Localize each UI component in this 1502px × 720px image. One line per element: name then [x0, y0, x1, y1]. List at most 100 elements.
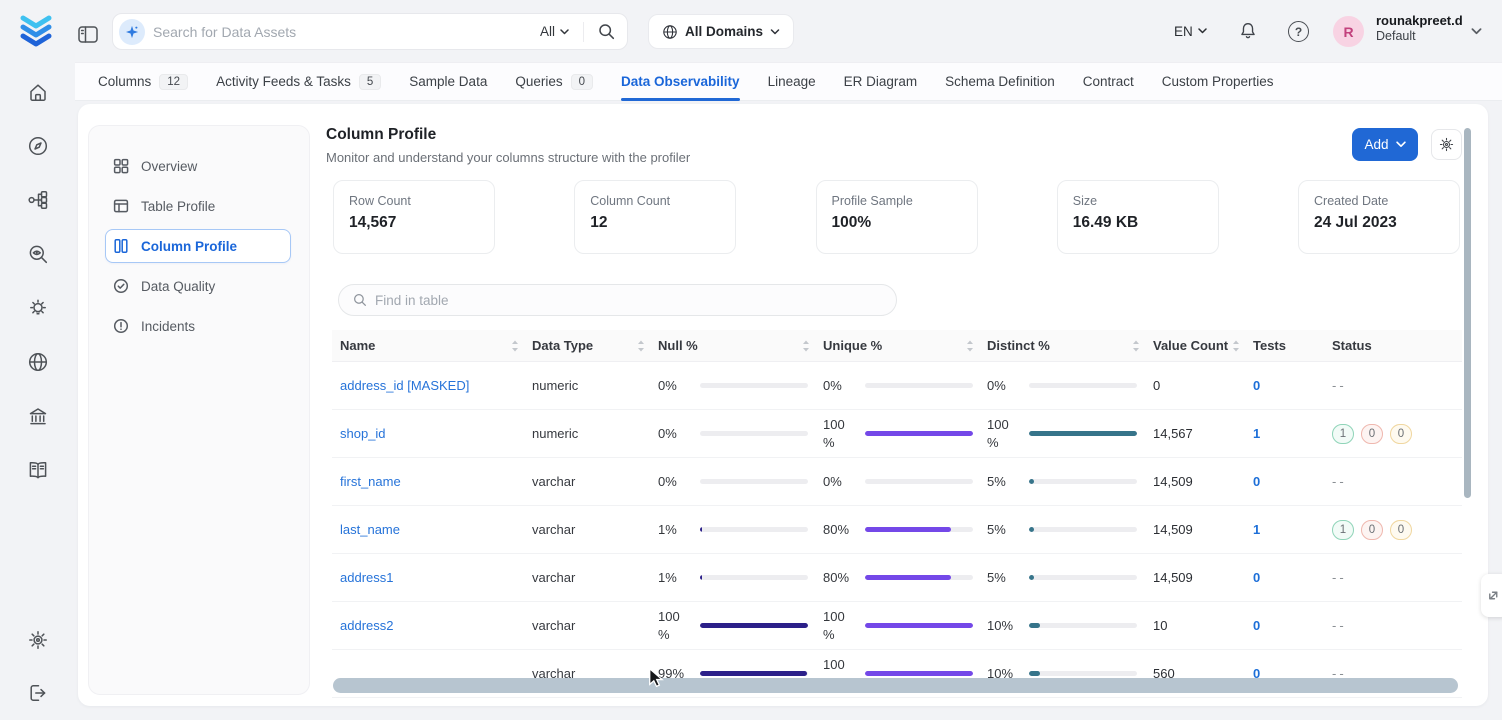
sort-carets-icon[interactable] [802, 340, 810, 352]
stat-label: Created Date [1314, 194, 1389, 208]
tab-er-diagram[interactable]: ER Diagram [844, 63, 918, 100]
vertical-scrollbar[interactable] [1464, 128, 1471, 498]
column-header-unique[interactable]: Unique % [823, 338, 987, 353]
tab-lineage[interactable]: Lineage [768, 63, 816, 100]
chevron-down-icon [1198, 28, 1207, 34]
nav-lineage-icon[interactable] [27, 189, 49, 211]
table-header-row: Name Data Type Null % Unique % Distinct % Val… [332, 330, 1462, 362]
column-header-data-type[interactable]: Data Type [532, 338, 658, 353]
tests-count-link[interactable]: 0 [1253, 569, 1261, 585]
cell-value-count: 14,567 [1153, 425, 1253, 443]
tab-label: Lineage [767, 74, 816, 89]
column-name-link[interactable]: address2 [340, 617, 394, 633]
column-header-distinct[interactable]: Distinct % [987, 338, 1153, 353]
avatar-initial: R [1343, 23, 1354, 40]
sidebar-item-incidents[interactable]: Incidents [89, 306, 309, 346]
notifications-bell-icon[interactable] [1238, 21, 1258, 41]
app-logo[interactable] [17, 12, 55, 50]
distinct-percent-bar [1029, 622, 1137, 628]
column-name-link[interactable]: address1 [340, 569, 394, 585]
nav-logout-icon[interactable] [27, 682, 49, 704]
horizontal-scrollbar[interactable] [333, 678, 1458, 693]
add-button-label: Add [1364, 137, 1389, 152]
tab-sample-data[interactable]: Sample Data [409, 63, 487, 100]
stat-card-row-count: Row Count 14,567 [333, 180, 495, 254]
sidebar-item-table-profile[interactable]: Table Profile [89, 186, 309, 226]
nav-domains-icon[interactable] [27, 351, 49, 373]
nav-glossary-icon[interactable] [27, 459, 49, 481]
column-name-link[interactable]: address_id [MASKED] [340, 377, 470, 393]
sort-carets-icon[interactable] [637, 340, 645, 352]
tests-count-link[interactable]: 1 [1253, 521, 1261, 537]
add-button[interactable]: Add [1352, 128, 1418, 161]
cell-tests: 0 [1253, 617, 1332, 635]
tests-count-link[interactable]: 1 [1253, 425, 1261, 441]
ai-sparkle-icon [119, 18, 145, 45]
sidebar-item-column-profile[interactable]: Column Profile [89, 226, 309, 266]
cell-tests: 1 [1253, 425, 1332, 443]
tab-data-observability[interactable]: Data Observability [621, 63, 740, 101]
status-aborted-badge: 0 [1390, 423, 1412, 444]
tab-columns[interactable]: Columns 12 [98, 63, 189, 100]
value-count-value: 14,509 [1153, 473, 1193, 489]
tab-custom-properties[interactable]: Custom Properties [1162, 63, 1274, 100]
cell-data-type: varchar [532, 617, 658, 635]
tab-queries[interactable]: Queries 0 [515, 63, 594, 100]
column-header-value-count[interactable]: Value Count [1153, 338, 1253, 353]
sort-carets-icon[interactable] [1232, 340, 1240, 352]
tab-schema-definition[interactable]: Schema Definition [945, 63, 1055, 100]
language-selector[interactable]: EN [1174, 0, 1207, 62]
data-type-value: numeric [532, 377, 579, 393]
user-menu[interactable]: rounakpreet.d Default [1376, 13, 1463, 45]
sidebar-item-data-quality[interactable]: Data Quality [89, 266, 309, 306]
sidebar-toggle-icon[interactable] [78, 26, 98, 43]
active-item-highlight [105, 229, 291, 263]
nav-explore-icon[interactable] [27, 135, 49, 157]
nav-settings-icon[interactable] [27, 629, 49, 651]
help-icon[interactable]: ? [1288, 21, 1309, 42]
column-header-null[interactable]: Null % [658, 338, 823, 353]
profiler-settings-button[interactable] [1431, 129, 1462, 160]
global-search-bar[interactable]: All [112, 13, 628, 50]
search-input[interactable] [153, 23, 532, 40]
tab-label: ER Diagram [843, 74, 918, 89]
tests-count-link[interactable]: 0 [1253, 473, 1261, 489]
avatar[interactable]: R [1333, 16, 1364, 47]
user-team: Default [1376, 29, 1416, 44]
tab-label: Schema Definition [945, 74, 1055, 89]
column-name-link[interactable]: last_name [340, 521, 400, 537]
tests-count-link[interactable]: 0 [1253, 617, 1261, 633]
data-type-value: varchar [532, 617, 576, 633]
panel-resize-handle[interactable] [1481, 574, 1502, 617]
user-menu-chevron-icon[interactable] [1471, 28, 1482, 35]
search-scope-dropdown[interactable]: All [540, 24, 569, 39]
sort-carets-icon[interactable] [511, 340, 519, 352]
nav-home-icon[interactable] [27, 81, 49, 103]
find-in-table-input[interactable] [375, 292, 882, 308]
cell-status: -- [1332, 617, 1447, 635]
column-name-link[interactable]: first_name [340, 473, 401, 489]
table-row: address2 varchar 100 % 100 % 10% 10 0 -- [332, 602, 1462, 650]
sidebar-item-overview[interactable]: Overview [89, 146, 309, 186]
tests-count-link[interactable]: 0 [1253, 665, 1261, 681]
value-count-value: 14,567 [1153, 425, 1193, 441]
tests-count-link[interactable]: 0 [1253, 377, 1261, 393]
tab-activity-feeds-tasks[interactable]: Activity Feeds & Tasks 5 [216, 63, 382, 100]
cell-value-count: 14,509 [1153, 473, 1253, 491]
cell-name: last_name [332, 521, 532, 539]
nav-insights-icon[interactable] [27, 297, 49, 319]
column-header-name[interactable]: Name [332, 338, 532, 353]
table-search-box[interactable] [338, 284, 897, 316]
distinct-percent-bar-fill [1029, 526, 1035, 532]
sort-carets-icon[interactable] [1132, 340, 1140, 352]
tab-contract[interactable]: Contract [1083, 63, 1134, 100]
sort-carets-icon[interactable] [966, 340, 974, 352]
tab-label: Queries [515, 74, 563, 89]
column-name-link[interactable]: shop_id [340, 425, 386, 441]
search-icon[interactable] [598, 23, 615, 40]
nav-observability-icon[interactable] [27, 243, 49, 265]
domains-selector[interactable]: All Domains [648, 14, 795, 49]
nav-govern-icon[interactable] [27, 405, 49, 427]
